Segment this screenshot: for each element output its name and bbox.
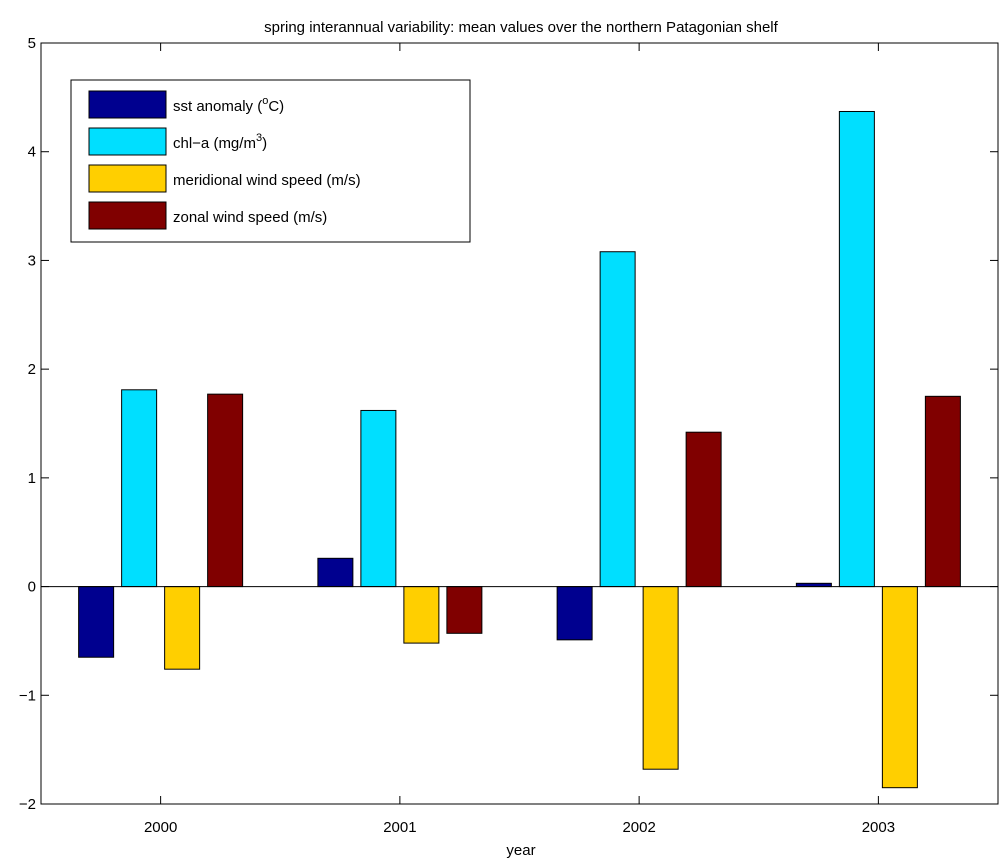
y-tick-label: −2 — [19, 796, 36, 813]
legend-swatch — [88, 127, 167, 156]
x-tick-label: 2002 — [622, 819, 655, 836]
bar-3-2002 — [642, 586, 679, 770]
bars-layer — [78, 110, 961, 789]
y-tick-label: 2 — [28, 361, 36, 378]
bar-2-2000 — [121, 389, 158, 588]
bar-1-2000 — [78, 586, 115, 658]
bar-4-2003 — [924, 395, 961, 588]
bar-3-2001 — [403, 586, 440, 644]
bar-2-2003 — [838, 110, 875, 588]
bar-3-2000 — [164, 586, 201, 670]
legend-label: zonal wind speed (m/s) — [173, 209, 327, 226]
bar-1-2001 — [317, 557, 354, 588]
x-tick-label: 2000 — [144, 819, 177, 836]
bar-4-2000 — [207, 393, 244, 588]
y-tick-label: −1 — [19, 687, 36, 704]
legend: sst anomaly (oC) chl−a (mg/m3) meridional … — [70, 79, 471, 243]
x-axis: 2000 2001 2002 2003 — [144, 43, 895, 836]
y-tick-label: 1 — [28, 470, 36, 487]
legend-swatch — [88, 164, 167, 193]
x-tick-label: 2003 — [862, 819, 895, 836]
legend-label: meridional wind speed (m/s) — [173, 172, 361, 189]
x-axis-label: year — [506, 842, 535, 859]
legend-label: sst anomaly (oC) — [173, 95, 284, 115]
bar-4-2001 — [446, 586, 483, 634]
y-tick-label: 3 — [28, 252, 36, 269]
chart-title: spring interannual variability: mean val… — [264, 19, 778, 36]
y-tick-label: 0 — [28, 579, 36, 596]
y-axis: 5 4 3 2 1 0 −1 −2 — [19, 35, 998, 813]
x-tick-label: 2001 — [383, 819, 416, 836]
bar-4-2002 — [685, 431, 722, 588]
y-tick-label: 4 — [28, 144, 36, 161]
bar-3-2003 — [881, 586, 918, 789]
legend-swatch — [88, 90, 167, 119]
bar-2-2002 — [599, 251, 636, 588]
bar-1-2002 — [556, 586, 593, 641]
legend-swatch — [88, 201, 167, 230]
legend-label: chl−a (mg/m3) — [173, 132, 267, 152]
plot-frame — [40, 42, 999, 805]
bar-2-2001 — [360, 409, 397, 588]
y-tick-label: 5 — [28, 35, 36, 52]
